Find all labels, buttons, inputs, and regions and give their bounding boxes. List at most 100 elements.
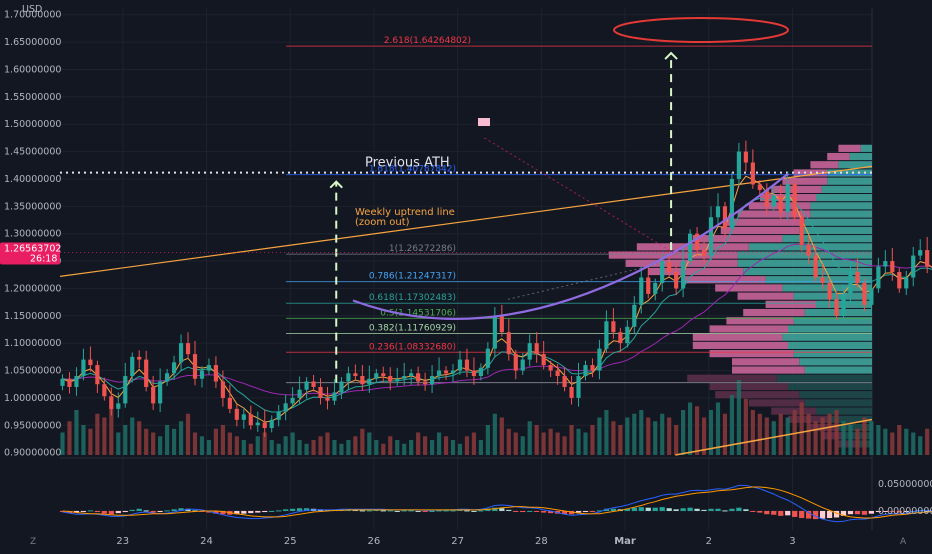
macd-histogram-bar [701, 510, 706, 511]
macd-histogram-bar [429, 511, 434, 512]
candle-body [235, 409, 239, 420]
candle-body [193, 354, 197, 379]
macd-histogram-bar [506, 510, 511, 511]
candle-body [228, 398, 232, 409]
macd-histogram-bar [729, 509, 734, 511]
volume-bar [186, 414, 190, 455]
volume-profile-down-bar [693, 342, 788, 349]
macd-histogram-bar [367, 510, 372, 511]
macd-histogram-bar [164, 510, 169, 511]
fib-level-label: 1(1.26272286) [389, 244, 456, 254]
price-tick-label: 1.60000000 [4, 64, 61, 75]
macd-histogram-bar [722, 510, 727, 511]
macd-histogram-bar [123, 511, 128, 512]
macd-histogram-bar [436, 510, 441, 511]
volume-profile-down-bar [738, 293, 794, 300]
volume-bar [116, 433, 120, 456]
macd-histogram-bar [869, 511, 874, 514]
volume-bar [723, 414, 727, 455]
macd-histogram-bar [632, 508, 637, 511]
macd-histogram-bar [799, 511, 804, 518]
price-tick-label: 1.30000000 [4, 229, 61, 240]
volume-bar [395, 440, 399, 455]
macd-histogram-bar [820, 511, 825, 519]
candle-body [542, 354, 546, 365]
volume-bar [465, 436, 469, 455]
macd-histogram-bar [687, 508, 692, 511]
candle-body [869, 288, 873, 304]
volume-bar [200, 436, 204, 455]
volume-profile-down-bar [810, 161, 838, 168]
macd-histogram-bar [513, 511, 518, 512]
candle-body [444, 371, 448, 374]
volume-bar [827, 414, 831, 455]
candle-body [535, 343, 539, 354]
candle-body [214, 365, 218, 381]
price-tick-label: 1.65000000 [4, 37, 61, 48]
volume-bar [834, 410, 838, 455]
candle-body [123, 376, 127, 403]
timezone-icon[interactable]: Z [30, 537, 36, 547]
volume-bar [758, 414, 762, 455]
candle-body [758, 184, 762, 189]
volume-profile-up-bar [788, 342, 872, 349]
volume-bar [193, 433, 197, 456]
candle-body [653, 283, 657, 294]
candle-body [339, 381, 343, 392]
fib-level-label: 0.618(1.17302483) [369, 293, 456, 303]
candle-body [249, 414, 253, 425]
volume-bar [562, 436, 566, 455]
volume-bar [151, 433, 155, 456]
volume-bar [179, 421, 183, 455]
volume-bar [507, 429, 511, 455]
macd-histogram-bar [855, 511, 860, 514]
auto-scale-icon[interactable]: A [900, 537, 907, 547]
macd-histogram-bar [297, 508, 302, 511]
volume-bar [284, 436, 288, 455]
candle-body [388, 376, 392, 381]
price-tick-label: 1.05000000 [4, 366, 61, 377]
candle-body [597, 349, 601, 371]
candle-body [904, 277, 908, 288]
macd-tick-label: 0.05000000 [878, 479, 932, 490]
volume-profile-down-bar [732, 358, 799, 365]
candle-body [102, 384, 106, 396]
volume-bar [695, 406, 699, 455]
volume-bar [688, 403, 692, 456]
candle-body [730, 179, 734, 228]
fib-level-label: 0.236(1.08332680) [369, 342, 456, 352]
candle-body [367, 379, 371, 384]
volume-profile-down-bar [682, 276, 766, 283]
candle-body [346, 373, 350, 381]
macd-histogram-bar [694, 509, 699, 511]
macd-histogram-bar [109, 511, 114, 514]
volume-bar [102, 418, 106, 456]
volume-bar [304, 444, 308, 455]
candle-body [618, 332, 622, 343]
volume-bar [730, 395, 734, 455]
time-tick-label: 26 [368, 536, 381, 547]
candle-body [786, 184, 790, 211]
volume-profile-up-bar [805, 219, 872, 226]
candle-body [381, 373, 385, 376]
volume-bar [876, 425, 880, 455]
macd-histogram-bar [423, 511, 428, 512]
macd-histogram-bar [771, 511, 776, 515]
candle-body [611, 321, 615, 332]
candle-body [709, 217, 713, 255]
volume-profile-down-bar [693, 235, 783, 242]
macd-histogram-bar [674, 509, 679, 511]
macd-histogram-bar [381, 510, 386, 511]
macd-histogram-bar [276, 510, 281, 511]
volume-bar [674, 425, 678, 455]
candle-body [291, 398, 295, 403]
volume-bar [779, 414, 783, 455]
volume-bar [277, 444, 281, 455]
candle-body [632, 305, 636, 327]
candle-body [807, 245, 811, 256]
volume-profile-up-bar [816, 407, 872, 414]
price-tick-label: 1.00000000 [4, 393, 61, 404]
macd-histogram-bar [848, 511, 853, 514]
volume-bar [332, 440, 336, 455]
